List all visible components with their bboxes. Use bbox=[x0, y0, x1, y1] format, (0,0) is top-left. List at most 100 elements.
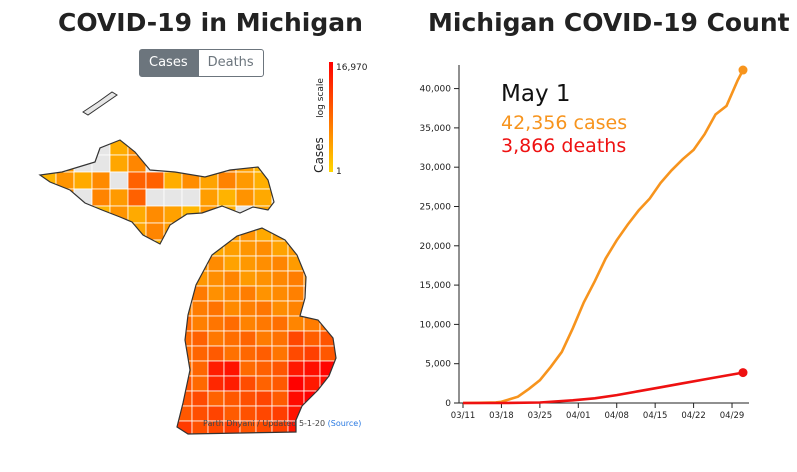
county-cell[interactable] bbox=[255, 300, 273, 317]
county-cell[interactable] bbox=[199, 188, 219, 207]
county-cell[interactable] bbox=[303, 300, 321, 317]
county-cell[interactable] bbox=[91, 171, 111, 190]
county-cell[interactable] bbox=[303, 390, 321, 407]
county-cell[interactable] bbox=[255, 315, 273, 332]
county-cell[interactable] bbox=[287, 345, 305, 362]
county-cell[interactable] bbox=[319, 345, 336, 362]
county-cell[interactable] bbox=[335, 315, 352, 332]
county-cell[interactable] bbox=[255, 240, 273, 257]
county-cell[interactable] bbox=[176, 375, 193, 392]
county-cell[interactable] bbox=[207, 345, 225, 362]
county-cell[interactable] bbox=[223, 240, 241, 257]
county-cell[interactable] bbox=[163, 171, 183, 190]
county-cell[interactable] bbox=[199, 138, 219, 156]
county-cell[interactable] bbox=[145, 205, 165, 224]
county-cell[interactable] bbox=[255, 285, 273, 302]
county-cell[interactable] bbox=[207, 390, 225, 407]
county-cell[interactable] bbox=[181, 205, 201, 224]
county-cell[interactable] bbox=[109, 171, 129, 190]
county-cell[interactable] bbox=[271, 205, 290, 224]
county-cell[interactable] bbox=[91, 222, 111, 241]
county-cell[interactable] bbox=[335, 345, 352, 362]
county-cell[interactable] bbox=[127, 138, 147, 156]
county-cell[interactable] bbox=[176, 330, 193, 347]
county-cell[interactable] bbox=[255, 390, 273, 407]
county-cell[interactable] bbox=[223, 360, 241, 377]
county-cell[interactable] bbox=[287, 255, 305, 272]
county-cell[interactable] bbox=[73, 205, 93, 224]
county-cell[interactable] bbox=[239, 300, 257, 317]
county-cell[interactable] bbox=[176, 270, 193, 287]
county-cell[interactable] bbox=[109, 188, 129, 207]
county-cell[interactable] bbox=[287, 285, 305, 302]
county-cell[interactable] bbox=[319, 240, 336, 257]
county-cell[interactable] bbox=[55, 171, 75, 190]
county-cell[interactable] bbox=[335, 390, 352, 407]
county-cell[interactable] bbox=[303, 375, 321, 392]
county-cell[interactable] bbox=[207, 300, 225, 317]
county-cell[interactable] bbox=[91, 239, 111, 257]
county-cell[interactable] bbox=[181, 154, 201, 173]
county-cell[interactable] bbox=[239, 240, 257, 257]
county-cell[interactable] bbox=[319, 315, 336, 332]
county-cell[interactable] bbox=[335, 285, 352, 302]
county-cell[interactable] bbox=[127, 239, 147, 257]
county-cell[interactable] bbox=[303, 226, 321, 242]
county-cell[interactable] bbox=[287, 270, 305, 287]
county-cell[interactable] bbox=[239, 330, 257, 347]
county-cell[interactable] bbox=[271, 255, 289, 272]
county-cell[interactable] bbox=[127, 154, 147, 173]
county-cell[interactable] bbox=[191, 300, 209, 317]
county-cell[interactable] bbox=[335, 375, 352, 392]
county-cell[interactable] bbox=[207, 375, 225, 392]
county-cell[interactable] bbox=[253, 154, 273, 173]
county-cell[interactable] bbox=[181, 239, 201, 257]
county-cell[interactable] bbox=[176, 405, 193, 422]
county-cell[interactable] bbox=[335, 330, 352, 347]
county-cell[interactable] bbox=[319, 255, 336, 272]
county-cell[interactable] bbox=[207, 315, 225, 332]
county-cell[interactable] bbox=[303, 285, 321, 302]
county-cell[interactable] bbox=[223, 390, 241, 407]
county-cell[interactable] bbox=[223, 345, 241, 362]
county-cell[interactable] bbox=[191, 330, 209, 347]
county-cell[interactable] bbox=[191, 226, 209, 242]
county-cell[interactable] bbox=[271, 390, 289, 407]
county-cell[interactable] bbox=[223, 330, 241, 347]
county-cell[interactable] bbox=[207, 226, 225, 242]
county-cell[interactable] bbox=[109, 222, 129, 241]
county-cell[interactable] bbox=[191, 285, 209, 302]
county-cell[interactable] bbox=[235, 171, 255, 190]
county-cell[interactable] bbox=[271, 315, 289, 332]
county-cell[interactable] bbox=[199, 154, 219, 173]
county-cell[interactable] bbox=[38, 154, 57, 173]
county-cell[interactable] bbox=[73, 188, 93, 207]
county-cell[interactable] bbox=[73, 138, 93, 156]
county-cell[interactable] bbox=[335, 255, 352, 272]
county-cell[interactable] bbox=[109, 154, 129, 173]
county-cell[interactable] bbox=[303, 360, 321, 377]
county-cell[interactable] bbox=[181, 138, 201, 156]
county-cell[interactable] bbox=[91, 188, 111, 207]
county-cell[interactable] bbox=[217, 188, 237, 207]
county-cell[interactable] bbox=[191, 240, 209, 257]
county-cell[interactable] bbox=[217, 171, 237, 190]
county-cell[interactable] bbox=[127, 222, 147, 241]
county-cell[interactable] bbox=[91, 138, 111, 156]
county-cell[interactable] bbox=[303, 255, 321, 272]
county-cell[interactable] bbox=[319, 300, 336, 317]
county-cell[interactable] bbox=[163, 205, 183, 224]
county-cell[interactable] bbox=[239, 285, 257, 302]
county-cell[interactable] bbox=[191, 360, 209, 377]
county-cell[interactable] bbox=[176, 285, 193, 302]
county-cell[interactable] bbox=[176, 315, 193, 332]
county-cell[interactable] bbox=[55, 239, 75, 257]
county-cell[interactable] bbox=[181, 188, 201, 207]
county-cell[interactable] bbox=[239, 255, 257, 272]
county-cell[interactable] bbox=[91, 205, 111, 224]
deaths-toggle-button[interactable]: Deaths bbox=[197, 49, 264, 77]
county-cell[interactable] bbox=[55, 205, 75, 224]
county-cell[interactable] bbox=[207, 360, 225, 377]
county-cell[interactable] bbox=[145, 154, 165, 173]
county-cell[interactable] bbox=[181, 222, 201, 241]
